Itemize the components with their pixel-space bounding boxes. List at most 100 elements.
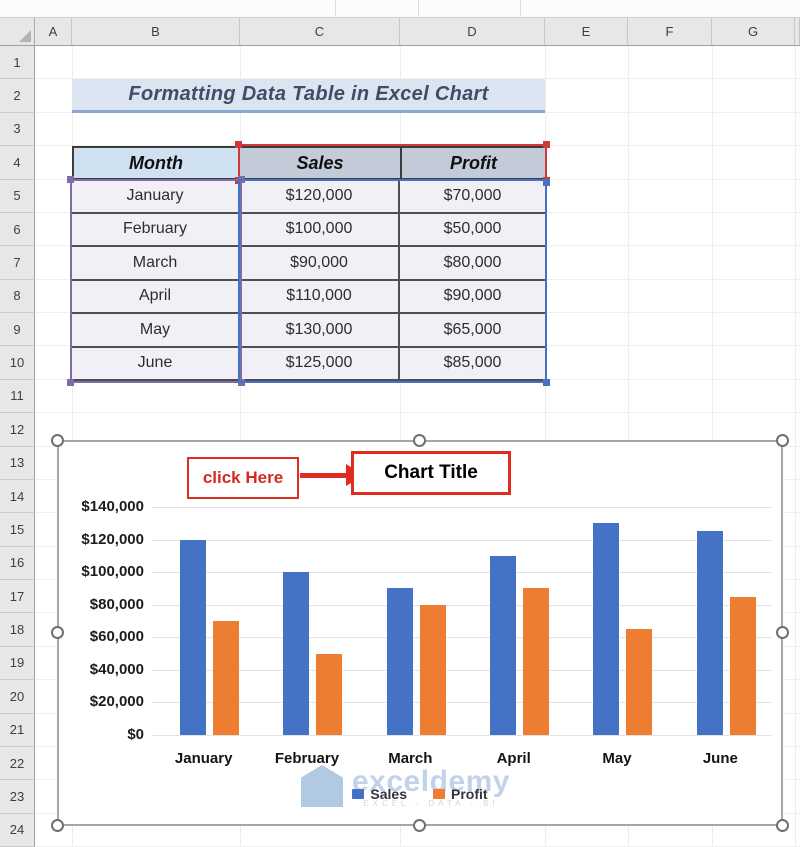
selection-handle[interactable] — [235, 141, 242, 148]
row-header-4[interactable]: 4 — [0, 146, 35, 180]
row-header-19[interactable]: 19 — [0, 646, 35, 681]
legend-item-sales[interactable]: Sales — [352, 786, 407, 802]
column-header-B[interactable]: B — [72, 18, 240, 45]
chart-resize-handle[interactable] — [776, 626, 789, 639]
chart-resize-handle[interactable] — [51, 434, 64, 447]
row-header-5[interactable]: 5 — [0, 179, 35, 213]
row-header-23[interactable]: 23 — [0, 780, 35, 814]
table-cell[interactable]: $65,000 — [443, 320, 502, 338]
table-header-month[interactable]: Month — [72, 146, 240, 180]
row-header-15[interactable]: 15 — [0, 513, 35, 547]
table-header-profit[interactable]: Profit — [400, 146, 545, 180]
select-all-button[interactable] — [0, 18, 35, 45]
bar-sales-may[interactable] — [593, 523, 620, 735]
column-header-A[interactable]: A — [35, 18, 72, 45]
y-axis-label[interactable]: $80,000 — [89, 595, 144, 613]
selection-handle[interactable] — [238, 379, 245, 386]
y-axis-label[interactable]: $100,000 — [81, 563, 144, 581]
table-cell[interactable]: $85,000 — [443, 354, 502, 372]
bar-sales-february[interactable] — [283, 572, 310, 735]
chart-title[interactable]: Chart Title — [351, 451, 511, 495]
selection-handle[interactable] — [543, 141, 550, 148]
table-cell[interactable]: $90,000 — [443, 287, 502, 305]
selection-handle[interactable] — [67, 379, 74, 386]
row-header-10[interactable]: 10 — [0, 346, 35, 380]
x-axis-label-may[interactable]: May — [602, 750, 632, 767]
legend-item-profit[interactable]: Profit — [433, 786, 488, 802]
chart-object[interactable]: click Here Chart Title $140,000 $120,000 $… — [51, 434, 789, 832]
table-cell[interactable]: $50,000 — [443, 220, 502, 238]
table-header-sales[interactable]: Sales — [240, 146, 400, 180]
table-cell[interactable]: June — [72, 347, 240, 379]
selection-handle[interactable] — [67, 176, 74, 183]
column-header-D[interactable]: D — [400, 18, 545, 45]
table-cell[interactable]: April — [72, 280, 240, 312]
y-axis-label[interactable]: $20,000 — [89, 693, 144, 711]
table-cell[interactable]: $125,000 — [240, 347, 400, 379]
row-header-17[interactable]: 17 — [0, 580, 35, 614]
bar-profit-june[interactable] — [729, 596, 756, 735]
selection-handle[interactable] — [543, 379, 550, 386]
column-header-C[interactable]: C — [240, 18, 400, 45]
table-cell[interactable]: $70,000 — [443, 186, 502, 204]
chart-resize-handle[interactable] — [776, 819, 789, 832]
chart-resize-handle[interactable] — [776, 434, 789, 447]
table-cell[interactable]: January — [72, 180, 240, 212]
selection-handle[interactable] — [238, 176, 245, 183]
bar-sales-june[interactable] — [696, 531, 723, 735]
row-header-7[interactable]: 7 — [0, 246, 35, 280]
row-header-13[interactable]: 13 — [0, 446, 35, 480]
table-cell[interactable]: May — [72, 314, 240, 346]
y-axis-label[interactable]: $120,000 — [81, 530, 144, 548]
chart-resize-handle[interactable] — [413, 434, 426, 447]
chart-resize-handle[interactable] — [51, 626, 64, 639]
bar-profit-january[interactable] — [213, 621, 239, 735]
column-header-F[interactable]: F — [628, 18, 712, 45]
x-axis-label-february[interactable]: February — [274, 750, 340, 767]
table-cell[interactable]: $130,000 — [240, 314, 400, 346]
row-header-8[interactable]: 8 — [0, 279, 35, 313]
y-axis-label[interactable]: $0 — [127, 726, 144, 743]
table-cell[interactable]: $90,000 — [240, 247, 400, 279]
column-header-G[interactable]: G — [712, 18, 795, 45]
bar-sales-january[interactable] — [180, 539, 206, 735]
y-axis-label[interactable]: $60,000 — [89, 628, 144, 646]
row-header-24[interactable]: 24 — [0, 813, 35, 847]
row-header-20[interactable]: 20 — [0, 680, 35, 714]
x-axis-label-april[interactable]: April — [496, 750, 531, 767]
bar-profit-march[interactable] — [419, 604, 446, 735]
table-cell[interactable]: $100,000 — [240, 213, 400, 245]
bar-profit-april[interactable] — [523, 588, 549, 735]
table-cell[interactable]: $120,000 — [240, 180, 400, 212]
x-axis-label-june[interactable]: June — [702, 750, 738, 767]
row-header-18[interactable]: 18 — [0, 613, 35, 647]
table-cell[interactable]: $110,000 — [240, 280, 400, 312]
column-header-E[interactable]: E — [545, 18, 628, 45]
row-header-22[interactable]: 22 — [0, 746, 35, 781]
bar-sales-april[interactable] — [490, 555, 516, 735]
row-header-9[interactable]: 9 — [0, 313, 35, 347]
bar-sales-march[interactable] — [386, 588, 413, 735]
plot-area[interactable]: January February March April May June — [152, 507, 772, 767]
row-header-16[interactable]: 16 — [0, 546, 35, 580]
row-header-2[interactable]: 2 — [0, 79, 35, 113]
row-header-12[interactable]: 12 — [0, 413, 35, 447]
row-header-21[interactable]: 21 — [0, 713, 35, 747]
bar-profit-may[interactable] — [626, 629, 653, 735]
bar-profit-february[interactable] — [316, 653, 343, 735]
table-cell[interactable]: March — [72, 247, 240, 279]
chart-legend[interactable]: Sales Profit — [59, 786, 781, 802]
x-axis-label-january[interactable]: January — [174, 750, 233, 767]
table-cell[interactable]: $80,000 — [443, 253, 502, 271]
row-header-3[interactable]: 3 — [0, 112, 35, 147]
y-axis-label[interactable]: $140,000 — [81, 498, 144, 515]
chart-resize-handle[interactable] — [413, 819, 426, 832]
row-header-1[interactable]: 1 — [0, 46, 35, 80]
y-axis-label[interactable]: $40,000 — [89, 660, 144, 678]
x-axis-label-march[interactable]: March — [388, 750, 433, 767]
row-header-11[interactable]: 11 — [0, 379, 35, 414]
table-cell[interactable]: February — [72, 213, 240, 245]
chart-resize-handle[interactable] — [51, 819, 64, 832]
row-header-14[interactable]: 14 — [0, 479, 35, 514]
row-header-6[interactable]: 6 — [0, 212, 35, 247]
